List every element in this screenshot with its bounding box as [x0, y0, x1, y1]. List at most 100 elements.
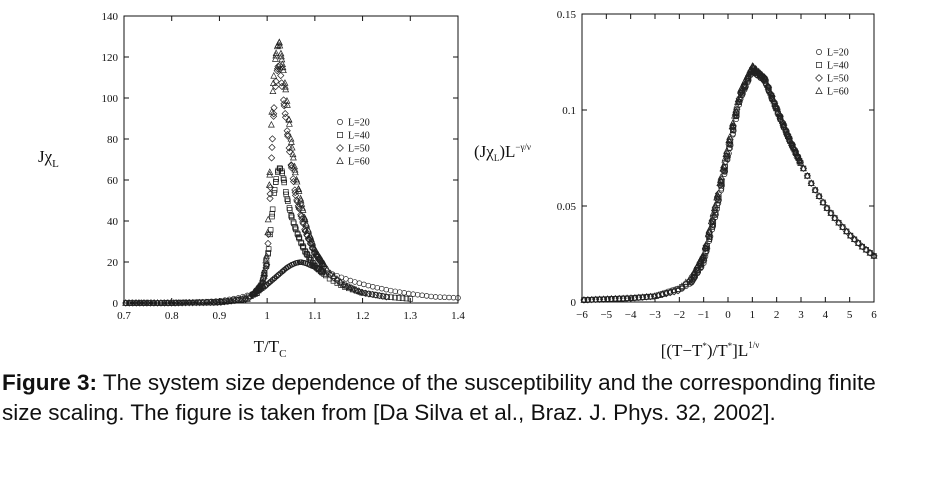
data-point — [432, 294, 439, 300]
data-point — [643, 293, 651, 301]
x-tick-label: −4 — [625, 309, 637, 321]
data-point — [171, 299, 179, 307]
y-axis-label: (JχL)L−γ/ν — [474, 142, 531, 163]
data-point — [270, 71, 278, 79]
y-tick-label: 0 — [113, 298, 119, 310]
data-point — [264, 230, 273, 238]
legend-label: L=50 — [827, 74, 849, 85]
data-point — [343, 276, 349, 282]
data-point — [866, 248, 874, 256]
data-point — [423, 293, 430, 299]
x-tick-label: 6 — [871, 309, 877, 321]
data-point — [352, 279, 358, 285]
data-point — [281, 179, 287, 186]
data-point — [319, 261, 327, 270]
data-point — [794, 152, 802, 160]
data-point — [811, 186, 819, 194]
data-point — [687, 275, 696, 283]
data-point — [823, 204, 831, 212]
data-point — [705, 225, 713, 233]
series-l-40 — [581, 67, 877, 303]
legend-marker — [336, 144, 344, 152]
data-point — [288, 212, 294, 219]
data-point — [264, 239, 272, 248]
data-point — [294, 202, 302, 210]
data-point — [678, 282, 686, 289]
y-tick-label: 0.05 — [557, 201, 577, 213]
data-point — [788, 139, 796, 147]
data-point — [274, 273, 280, 279]
data-point — [262, 262, 271, 270]
data-point — [815, 192, 823, 199]
data-point — [210, 298, 218, 307]
data-point — [407, 296, 414, 302]
data-point — [298, 200, 306, 207]
data-point — [782, 126, 790, 133]
data-point — [273, 179, 279, 185]
data-point — [283, 130, 292, 139]
data-point — [702, 240, 710, 248]
data-point — [737, 84, 745, 92]
data-point — [267, 120, 275, 128]
data-point — [388, 287, 394, 294]
data-point — [807, 179, 815, 186]
series-l-60 — [122, 38, 367, 306]
data-point — [803, 172, 811, 180]
data-point — [306, 255, 313, 261]
data-point — [298, 239, 304, 246]
data-point — [160, 299, 169, 307]
data-point — [854, 239, 862, 246]
data-point — [297, 212, 305, 220]
data-point — [289, 175, 297, 183]
data-point — [270, 104, 278, 112]
data-point — [799, 164, 807, 172]
data-point — [372, 292, 379, 298]
data-point — [339, 280, 347, 288]
data-point — [268, 107, 276, 115]
data-point — [317, 255, 325, 263]
data-point — [720, 161, 728, 169]
data-point — [277, 71, 285, 80]
data-point — [263, 252, 270, 259]
data-point — [338, 282, 344, 288]
data-point — [835, 219, 843, 227]
data-point — [286, 148, 294, 156]
y-tick-label: 0.1 — [562, 105, 576, 117]
data-point — [428, 293, 434, 300]
data-point — [811, 186, 819, 193]
data-point — [270, 110, 278, 118]
legend-marker — [337, 132, 343, 138]
data-point — [437, 294, 443, 300]
data-point — [619, 294, 627, 302]
data-point — [370, 284, 376, 290]
data-point — [646, 292, 655, 301]
data-point — [713, 190, 721, 198]
data-point — [309, 239, 317, 246]
data-point — [750, 63, 758, 70]
data-point — [627, 294, 635, 301]
data-point — [721, 154, 729, 162]
data-point — [611, 294, 619, 302]
y-tick-label: 100 — [102, 93, 119, 105]
x-tick-label: −6 — [576, 309, 588, 321]
data-point — [725, 136, 733, 143]
data-point — [349, 284, 357, 292]
data-point — [696, 257, 704, 265]
data-point — [279, 170, 285, 176]
data-point — [263, 260, 271, 269]
data-point — [690, 267, 698, 275]
y-tick-label: 40 — [107, 216, 119, 228]
data-point — [772, 102, 780, 110]
data-point — [847, 231, 854, 239]
data-point — [269, 87, 277, 94]
data-point — [272, 51, 280, 59]
data-point — [318, 268, 324, 275]
x-tick-label: 2 — [774, 309, 780, 321]
data-point — [403, 295, 410, 302]
finite-size-scaling-chart: −6 −5 −4 −3 −2 −1 0 1 2 3 4 5 6 0 0.05 0.1 0.15 L=20 L=40… — [474, 9, 878, 360]
data-point — [740, 78, 748, 85]
data-point — [414, 291, 421, 298]
data-point — [330, 272, 338, 279]
data-point — [297, 194, 305, 202]
data-point — [355, 287, 363, 295]
